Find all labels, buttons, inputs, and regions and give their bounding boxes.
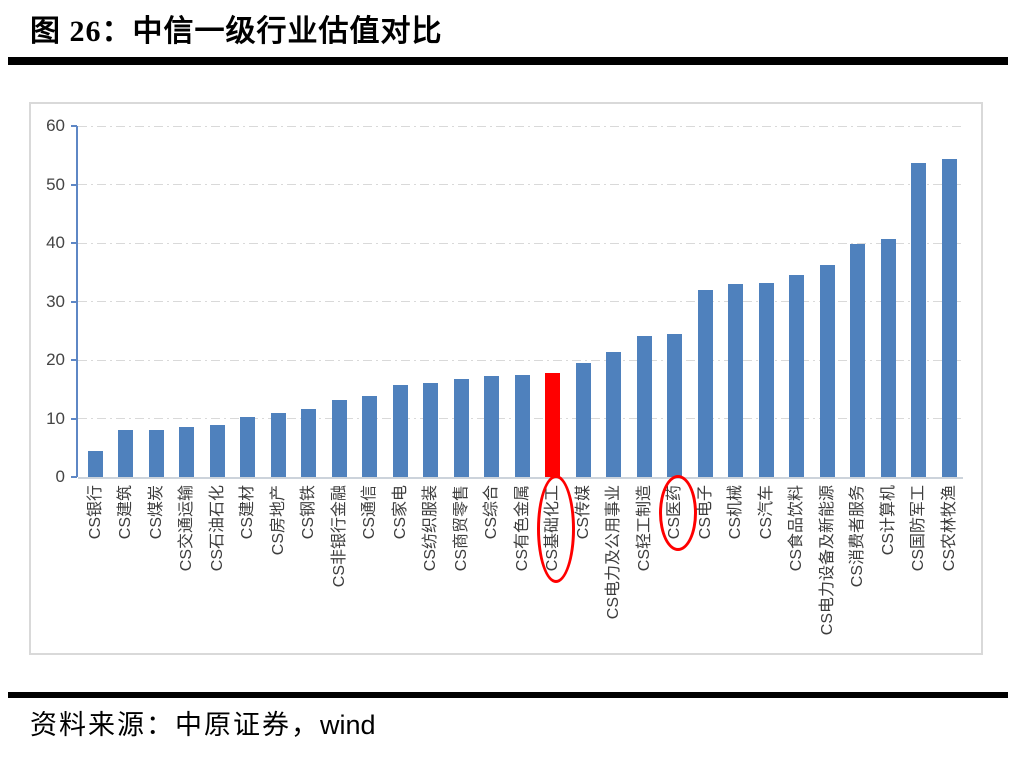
figure-title: 图 26：中信一级行业估值对比 [30, 15, 443, 48]
title-underline-rule [8, 57, 1008, 65]
y-axis-line [76, 126, 78, 477]
x-axis-label: CS煤炭 [147, 485, 165, 540]
bar [453, 378, 469, 477]
bar [880, 239, 896, 477]
source-text: 资料来源：中原证券， [30, 710, 320, 740]
bar [758, 283, 774, 477]
gridline [78, 184, 963, 185]
bar [240, 416, 255, 477]
gridline [78, 359, 963, 361]
x-axis-label: CS综合 [483, 485, 501, 540]
y-axis-tick [71, 242, 77, 244]
x-axis-label: CS建材 [239, 485, 257, 540]
x-axis-label: CS家电 [391, 485, 409, 540]
source-wind-text: wind [320, 710, 376, 740]
bar [148, 429, 164, 477]
x-axis-label: CS国防军工 [910, 485, 928, 572]
y-axis-tick-label: 0 [55, 467, 65, 486]
y-axis-tick [71, 476, 77, 478]
bar [484, 376, 499, 477]
x-axis-label: CS轻工制造 [635, 485, 653, 572]
y-axis-tick [71, 183, 77, 186]
x-axis-label: CS计算机 [879, 485, 897, 556]
source-line: 资料来源：中原证券，wind [30, 703, 376, 742]
bar [423, 382, 438, 477]
bar [728, 283, 743, 477]
bar [911, 163, 926, 477]
bar [819, 265, 835, 477]
x-axis-label: CS房地产 [269, 485, 287, 556]
y-axis-tick [71, 125, 77, 127]
x-axis-label: CS消费者服务 [849, 485, 867, 588]
x-axis-label: CS通信 [361, 485, 379, 540]
x-axis-label: CS商贸零售 [452, 485, 470, 572]
x-axis-label: CS钢铁 [300, 485, 318, 540]
x-axis-label: CS非银行金融 [330, 485, 348, 588]
bar [575, 362, 591, 477]
highlight-ellipse [536, 475, 575, 583]
x-axis-label: CS食品饮料 [788, 485, 806, 572]
bar [606, 351, 621, 477]
bar [331, 400, 347, 477]
bar [789, 275, 804, 477]
x-axis-label: CS电力设备及新能源 [818, 485, 836, 636]
x-axis-label: CS建筑 [117, 485, 135, 540]
x-axis-label: CS传媒 [574, 485, 592, 540]
x-axis-label: CS银行 [86, 485, 104, 540]
bar [301, 408, 316, 477]
bar-chart: 0 10 20 30 40 50 60 CS银行 CS建筑 CS煤炭 CS交通运输 CS石油石化 CS建… [29, 102, 983, 655]
x-axis-label: CS纺织服装 [422, 485, 440, 572]
x-axis-label: CS有色金属 [513, 485, 531, 572]
gridline [78, 242, 963, 244]
y-axis-tick-label: 30 [46, 291, 65, 311]
x-axis-label: CS电子 [696, 485, 714, 540]
bar [514, 375, 530, 477]
bar [209, 424, 225, 477]
x-axis-line [78, 477, 963, 479]
y-axis-tick-label: 10 [46, 408, 65, 428]
y-axis-tick-label: 40 [46, 233, 65, 252]
bar [118, 430, 133, 477]
x-axis-label: CS农林牧渔 [940, 485, 958, 572]
x-axis-label: CS交通运输 [178, 485, 196, 572]
footer-rule [8, 692, 1008, 698]
bar [179, 427, 194, 477]
bar [636, 336, 652, 477]
highlight-ellipse [658, 475, 697, 551]
bar [545, 372, 560, 477]
bar [87, 451, 103, 477]
y-axis-tick-label: 50 [46, 174, 65, 194]
y-axis-tick [71, 300, 77, 303]
bar [941, 159, 957, 477]
bar [697, 289, 713, 477]
bar [270, 412, 286, 477]
y-axis-tick-label: 20 [46, 350, 65, 369]
plot-area: 0 10 20 30 40 50 60 CS银行 CS建筑 CS煤炭 CS交通运输 CS石油石化 CS建… [31, 104, 981, 653]
y-axis-tick-label: 60 [46, 116, 65, 135]
x-axis-label: CS电力及公用事业 [605, 485, 623, 620]
bar [362, 395, 377, 477]
x-axis-label: CS机械 [727, 485, 745, 540]
y-axis-tick [71, 359, 77, 361]
bar [392, 385, 408, 477]
gridline [78, 125, 963, 127]
gridline [78, 301, 963, 302]
x-axis-label: CS石油石化 [208, 485, 226, 572]
x-axis-label: CS汽车 [757, 485, 775, 540]
y-axis-tick [71, 417, 77, 420]
bar [667, 334, 682, 477]
bar [850, 243, 865, 477]
